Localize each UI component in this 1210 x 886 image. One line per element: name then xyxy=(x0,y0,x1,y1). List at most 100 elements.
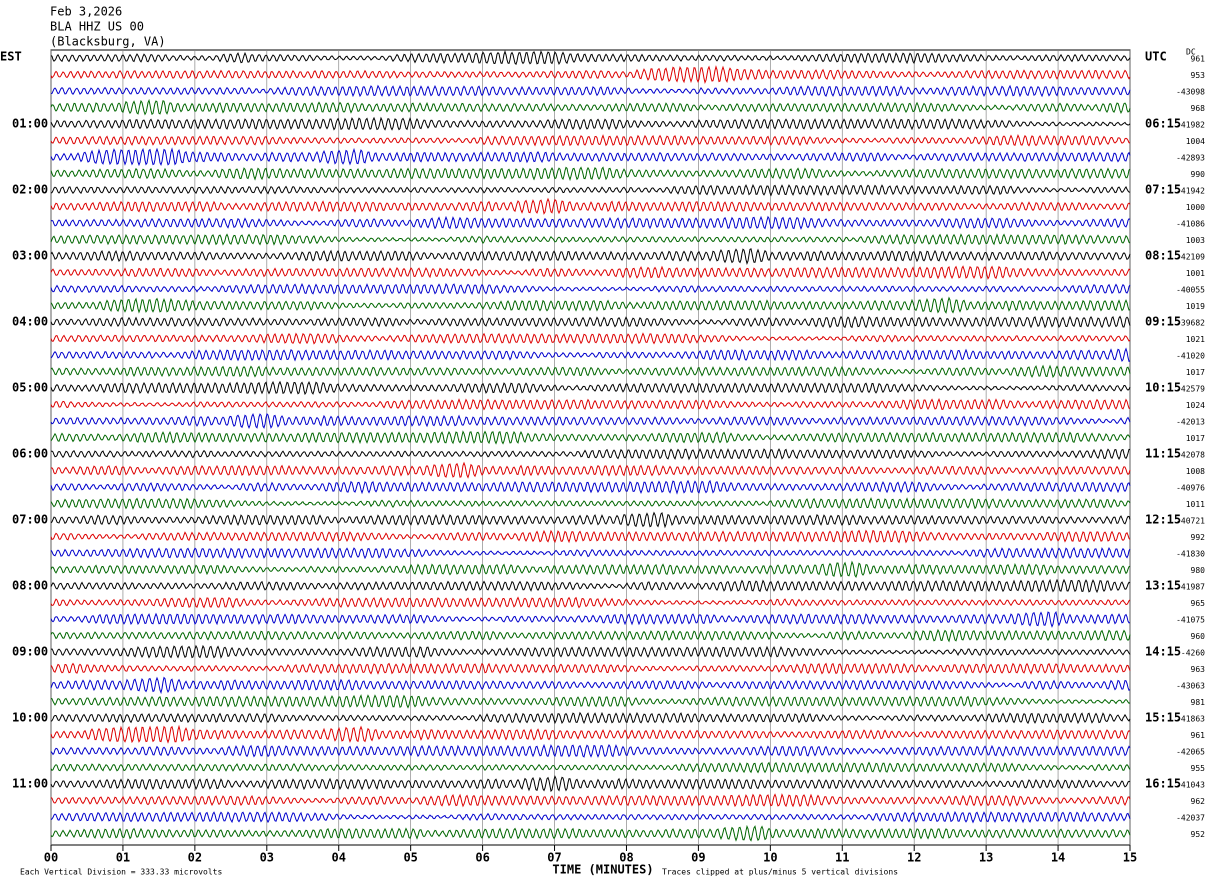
dc-value: -43098 xyxy=(1176,88,1205,97)
seismic-trace xyxy=(50,380,1131,396)
x-tick-label: 05 xyxy=(403,851,417,865)
seismic-trace xyxy=(50,578,1131,594)
seismic-trace xyxy=(50,662,1131,675)
dc-value: 962 xyxy=(1191,797,1206,806)
dc-value: -41075 xyxy=(1176,616,1205,625)
seismic-trace xyxy=(50,166,1131,182)
dc-value: 1017 xyxy=(1186,368,1205,377)
seismic-trace xyxy=(50,511,1131,529)
seismic-trace xyxy=(50,611,1131,628)
seismic-trace xyxy=(50,479,1131,495)
seismic-trace xyxy=(50,560,1131,579)
right-time-label: UTC xyxy=(1145,50,1167,64)
seismic-trace xyxy=(50,147,1131,167)
x-tick-label: 04 xyxy=(332,851,346,865)
seismic-trace xyxy=(50,546,1131,560)
dc-value: -42893 xyxy=(1176,154,1205,163)
seismic-trace xyxy=(50,134,1131,147)
right-time-label: 14:15 xyxy=(1145,645,1181,659)
station: BLA HHZ US 00 xyxy=(50,20,144,34)
dc-value: -41863 xyxy=(1176,715,1205,724)
left-time-label: 04:00 xyxy=(12,315,48,329)
dc-value: 961 xyxy=(1191,731,1206,740)
left-time-label: 08:00 xyxy=(12,579,48,593)
right-time-label: 06:15 xyxy=(1145,117,1181,131)
seismic-trace xyxy=(50,116,1131,131)
dc-value: 1011 xyxy=(1186,500,1205,509)
x-tick-label: 12 xyxy=(907,851,921,865)
seismic-trace xyxy=(50,711,1131,725)
x-tick-label: 10 xyxy=(763,851,777,865)
dc-value: 965 xyxy=(1191,599,1206,608)
dc-value: -41942 xyxy=(1176,187,1205,196)
dc-value: -42579 xyxy=(1176,385,1205,394)
seismic-trace xyxy=(50,412,1131,429)
right-time-label: 08:15 xyxy=(1145,249,1181,263)
right-time-label: 15:15 xyxy=(1145,711,1181,725)
left-time-label: 01:00 xyxy=(12,117,48,131)
dc-value: 1000 xyxy=(1186,203,1205,212)
seismic-trace xyxy=(50,233,1131,246)
seismic-trace xyxy=(50,596,1131,609)
seismic-trace xyxy=(50,65,1131,84)
seismic-trace xyxy=(50,215,1131,230)
dc-value: 1019 xyxy=(1186,302,1205,311)
plot-frame xyxy=(50,49,1131,846)
x-tick-label: 11 xyxy=(835,851,849,865)
dc-value: -41982 xyxy=(1176,121,1205,130)
dc-value: 1024 xyxy=(1186,401,1205,410)
dc-value: -4260 xyxy=(1181,649,1205,658)
seismic-trace xyxy=(50,332,1131,345)
dc-value: 955 xyxy=(1191,764,1206,773)
seismic-trace xyxy=(50,811,1131,824)
right-time-label: 16:15 xyxy=(1145,777,1181,791)
dc-value: -41830 xyxy=(1176,550,1205,559)
seismic-trace xyxy=(50,761,1131,774)
dc-value: -40976 xyxy=(1176,484,1205,493)
seismic-trace xyxy=(50,197,1131,215)
dc-value: 1021 xyxy=(1186,335,1205,344)
dc-value: 1008 xyxy=(1186,467,1205,476)
dc-value: 992 xyxy=(1191,533,1206,542)
seismic-trace xyxy=(50,676,1131,695)
dc-value: -41020 xyxy=(1176,352,1205,361)
dc-value: -39682 xyxy=(1176,319,1205,328)
dc-value: 1004 xyxy=(1186,137,1205,146)
dc-value: 963 xyxy=(1191,665,1206,674)
right-time-label: 07:15 xyxy=(1145,183,1181,197)
right-time-label: 09:15 xyxy=(1145,315,1181,329)
seismic-trace xyxy=(50,628,1131,643)
seismic-trace xyxy=(50,283,1131,295)
right-time-label: 12:15 xyxy=(1145,513,1181,527)
dc-value: -42037 xyxy=(1176,814,1205,823)
right-time-label: 10:15 xyxy=(1145,381,1181,395)
dc-label: DC xyxy=(1186,48,1196,57)
dc-value: 980 xyxy=(1191,566,1206,575)
date: Feb 3,2026 xyxy=(50,5,122,19)
dc-value: 961 xyxy=(1191,55,1206,64)
left-time-label: 09:00 xyxy=(12,645,48,659)
right-time-label: 13:15 xyxy=(1145,579,1181,593)
seismic-trace xyxy=(50,248,1131,265)
x-tick-label: 15 xyxy=(1123,851,1137,865)
seismic-trace xyxy=(50,448,1131,461)
seismic-trace xyxy=(50,793,1131,808)
x-tick-label: 07 xyxy=(547,851,561,865)
seismic-trace xyxy=(50,98,1131,116)
x-tick-label: 02 xyxy=(188,851,202,865)
left-time-label: 11:00 xyxy=(12,777,48,791)
left-time-label: 10:00 xyxy=(12,711,48,725)
seismic-trace xyxy=(50,529,1131,544)
dc-value: 968 xyxy=(1191,104,1206,113)
seismic-trace xyxy=(50,743,1131,758)
seismic-trace xyxy=(50,397,1131,411)
seismic-trace xyxy=(50,296,1131,314)
seismic-trace xyxy=(50,461,1131,479)
dc-value: 1017 xyxy=(1186,434,1205,443)
seismic-trace xyxy=(50,824,1131,842)
dc-value: -43063 xyxy=(1176,682,1205,691)
left-time-label: 02:00 xyxy=(12,183,48,197)
seismic-trace xyxy=(50,315,1131,329)
dc-value: 1003 xyxy=(1186,236,1205,245)
left-time-label: 05:00 xyxy=(12,381,48,395)
